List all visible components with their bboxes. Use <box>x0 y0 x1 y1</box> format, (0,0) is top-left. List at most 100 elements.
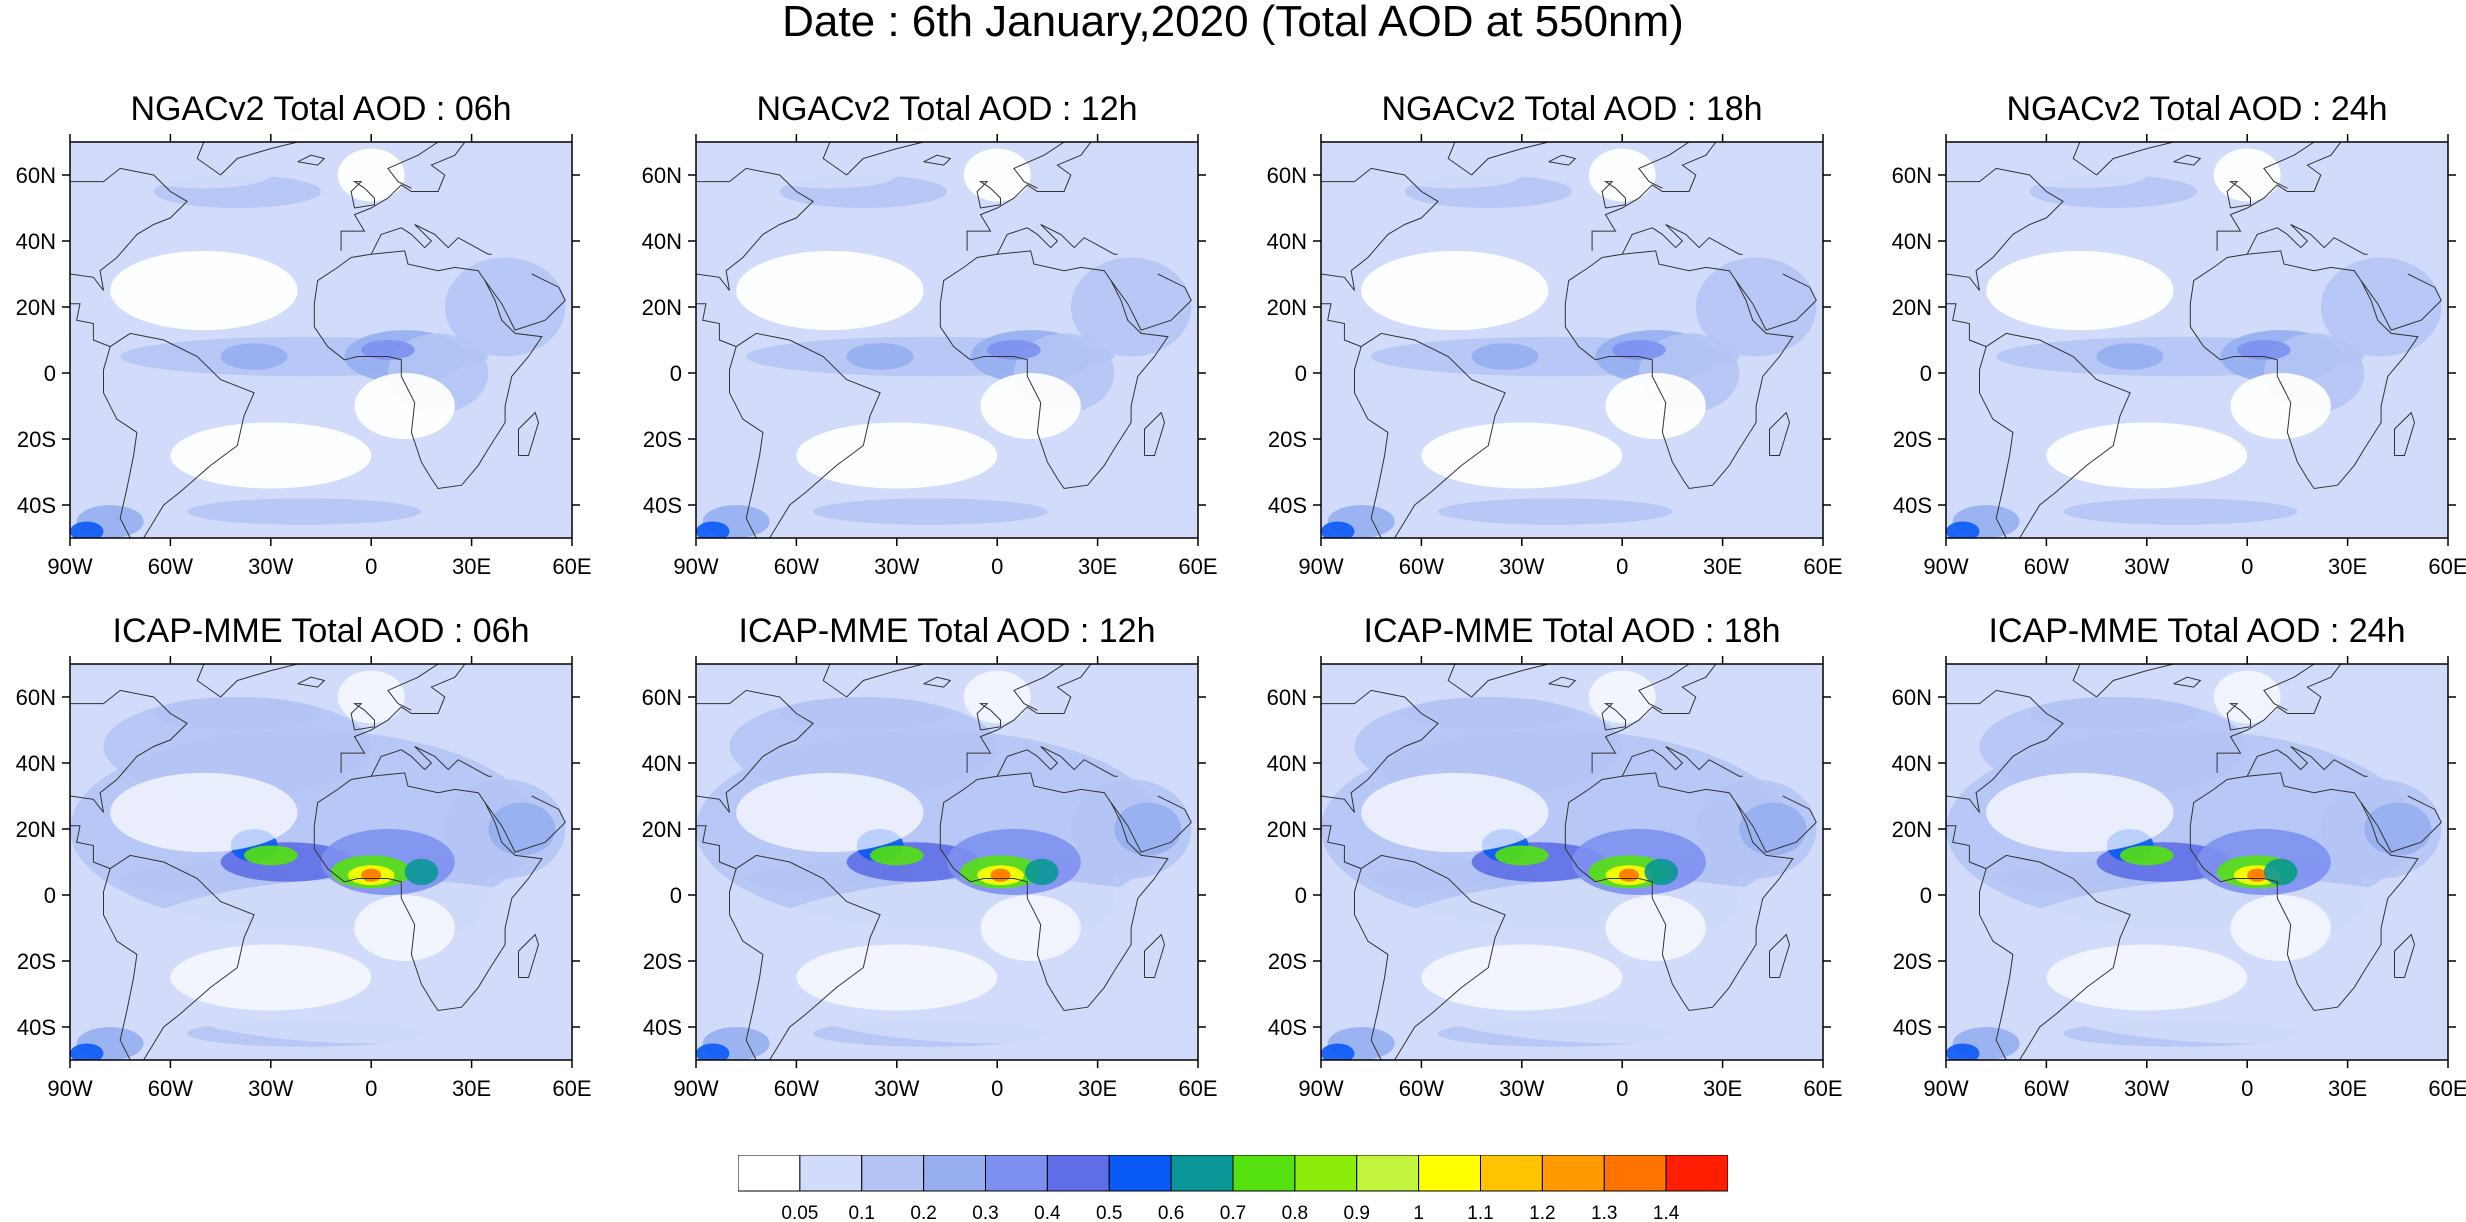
aod-field <box>1321 1043 1355 1060</box>
colorbar-label: 1.4 <box>1653 1203 1680 1222</box>
colorbar-label: 0.1 <box>849 1203 875 1222</box>
map-plot: 90W 60W 30W 0 30E 60E 60N 40N 20N 0 20S 40S <box>642 656 1218 1101</box>
coastline <box>350 181 375 209</box>
lat-tick-label: 20N <box>642 295 682 320</box>
coastline <box>939 250 1169 490</box>
lon-tick-label: 60W <box>148 1076 193 1101</box>
coastline <box>1110 795 1192 853</box>
coastline <box>1144 933 1166 978</box>
lat-tick-label: 0 <box>1295 883 1307 908</box>
lat-tick-label: 40S <box>1893 493 1932 518</box>
aod-field <box>103 697 372 796</box>
colorbar-swatch <box>799 1155 863 1192</box>
aod-field <box>361 340 415 360</box>
lat-tick-label: 60N <box>1267 685 1307 710</box>
figure-title: Date : 6th January,2020 (Total AOD at 55… <box>782 0 1684 46</box>
aod-field <box>729 697 998 796</box>
aod-field <box>2263 858 2298 886</box>
aod-field <box>1025 858 1059 886</box>
coastline <box>1354 854 1506 1060</box>
aod-field <box>762 161 897 189</box>
coastline <box>1447 664 1549 698</box>
colorbar-label: 0.6 <box>1158 1203 1184 1222</box>
coastline <box>518 933 540 978</box>
map-plot: 90W 60W 30W 0 30E 60E 60N 40N 20N 0 20S 40S <box>1892 656 2466 1101</box>
coastline <box>1979 332 2131 538</box>
map-plot: 90W 60W 30W 0 30E 60E 60N 40N 20N 0 20S 40S <box>642 134 1218 579</box>
lon-tick-label: 30E <box>1078 554 1117 579</box>
lat-tick-label: 60N <box>16 163 56 188</box>
lon-tick-label: 60E <box>2428 554 2466 579</box>
lat-tick-label: 20S <box>17 427 56 452</box>
lat-tick-label: 20N <box>1892 295 1932 320</box>
lon-tick-label: 0 <box>2241 1076 2253 1101</box>
colorbar-label: 0.9 <box>1344 1203 1370 1222</box>
map-panel: 90W 60W 30W 0 30E 60E 60N 40N 20N 0 20S 40S NGACv2 T… <box>642 90 1256 630</box>
coastline <box>976 181 1001 209</box>
lon-tick-label: 60W <box>1399 554 1444 579</box>
coastline <box>2072 664 2174 698</box>
map-panel: 90W 60W 30W 0 30E 60E 60N 40N 20N 0 20S 40S ICAP-MME… <box>16 612 630 1152</box>
lat-tick-label: 40S <box>1268 1015 1307 1040</box>
coastline <box>70 303 111 348</box>
lon-tick-label: 60W <box>2024 1076 2069 1101</box>
lat-tick-label: 20N <box>642 817 682 842</box>
colorbar-label: 0.05 <box>781 1203 818 1222</box>
coastline <box>966 664 1092 773</box>
coastline <box>1979 854 2131 1060</box>
lon-tick-label: 60E <box>2428 1076 2466 1101</box>
aod-field <box>488 802 556 856</box>
lon-tick-label: 90W <box>1923 554 1968 579</box>
lon-tick-label: 30E <box>452 1076 491 1101</box>
coastline <box>1735 795 1817 853</box>
coastline <box>103 854 255 1060</box>
coastline <box>1591 142 1717 251</box>
aod-field <box>1644 858 1678 886</box>
coastline <box>1354 332 1506 538</box>
coastline <box>70 825 111 870</box>
lon-tick-label: 60E <box>552 554 591 579</box>
lon-tick-label: 30W <box>1499 1076 1544 1101</box>
coastline <box>1447 142 1549 176</box>
lat-tick-label: 40N <box>1892 751 1932 776</box>
lon-tick-label: 0 <box>991 1076 1003 1101</box>
lon-tick-label: 60W <box>774 554 819 579</box>
coastline <box>1946 689 2064 813</box>
coastline <box>1321 167 1439 291</box>
lat-tick-label: 20S <box>643 427 682 452</box>
colorbar-swatch <box>1603 1155 1667 1192</box>
coastline <box>484 273 566 331</box>
lat-tick-label: 60N <box>1267 163 1307 188</box>
coastline <box>2173 154 2202 166</box>
lon-tick-label: 0 <box>365 1076 377 1101</box>
aod-field <box>187 498 422 525</box>
lon-tick-label: 0 <box>1616 1076 1628 1101</box>
lon-tick-label: 30W <box>248 554 293 579</box>
colorbar-label: 0.7 <box>1220 1203 1246 1222</box>
coastline <box>1548 676 1577 688</box>
coastline <box>103 332 255 538</box>
coastline <box>484 795 566 853</box>
map-plot: 90W 60W 30W 0 30E 60E 60N 40N 20N 0 20S 40S <box>1267 656 1843 1101</box>
colorbar-swatch <box>1418 1155 1481 1192</box>
lon-tick-label: 90W <box>47 554 92 579</box>
coastline <box>313 250 543 490</box>
colorbar-label: 0.5 <box>1096 1203 1122 1222</box>
lon-tick-label: 60W <box>148 554 193 579</box>
panel-title: ICAP-MME Total AOD : 06h <box>112 612 530 650</box>
coastline <box>370 746 492 777</box>
colorbar-label: 0.4 <box>1034 1203 1061 1222</box>
lat-tick-label: 0 <box>670 361 682 386</box>
coastline <box>1564 772 1794 1012</box>
colorbar-label: 1.2 <box>1529 1203 1555 1222</box>
coastline <box>1601 181 1626 209</box>
lon-tick-label: 60W <box>2024 554 2069 579</box>
lon-tick-label: 30E <box>1703 554 1742 579</box>
lon-tick-label: 60W <box>774 1076 819 1101</box>
aod-field <box>1354 878 1823 1044</box>
coastline <box>2189 250 2419 490</box>
coastline <box>996 224 1118 255</box>
lon-tick-label: 0 <box>991 554 1003 579</box>
coastline <box>2173 676 2202 688</box>
map-plot: 90W 60W 30W 0 30E 60E 60N 40N 20N 0 20S 40S <box>16 134 592 579</box>
